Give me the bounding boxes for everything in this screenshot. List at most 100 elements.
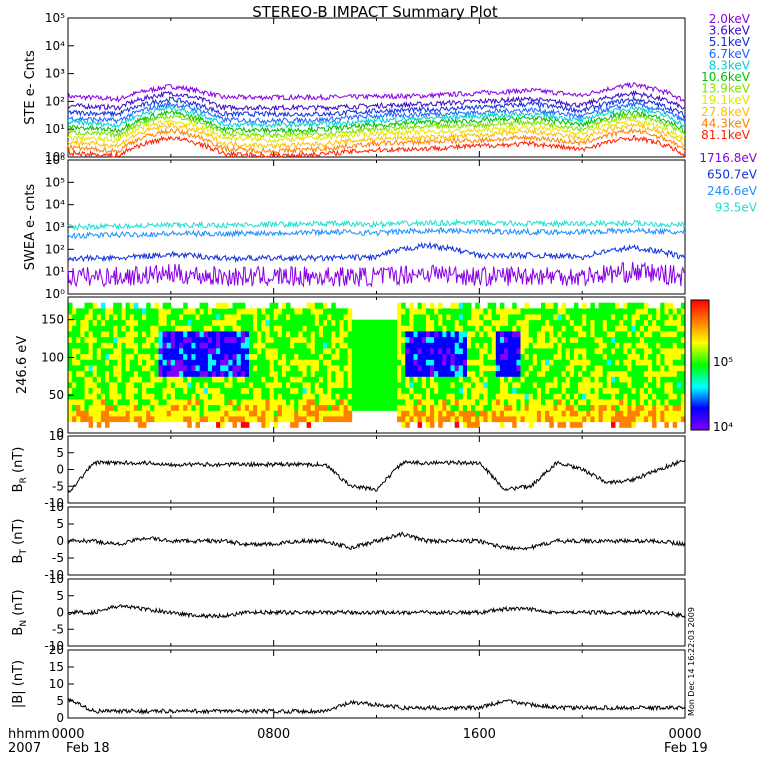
heatmap-cell <box>133 331 139 338</box>
heatmap-cell <box>582 342 587 349</box>
heatmap-cell <box>623 370 628 377</box>
heatmap-cell <box>170 382 176 389</box>
heatmap-cell <box>96 370 102 377</box>
heatmap-cell <box>298 353 303 360</box>
heatmap-cell <box>504 393 509 400</box>
heatmap-cell <box>195 308 200 315</box>
heatmap-cell <box>257 370 262 377</box>
heatmap-cell <box>290 319 295 326</box>
y-tick-label: 10² <box>45 94 65 108</box>
y-tick-label: 50 <box>49 388 64 402</box>
heatmap-cell <box>541 416 546 423</box>
heatmap-cell <box>232 382 237 389</box>
heatmap-cell <box>339 370 344 377</box>
heatmap-cell <box>191 336 196 343</box>
heatmap-cell <box>249 365 254 372</box>
heatmap-cell <box>261 353 266 360</box>
heatmap-cell <box>158 342 163 349</box>
heatmap-cell <box>471 314 476 321</box>
heatmap-cell <box>483 348 488 355</box>
heatmap-cell <box>187 399 192 406</box>
heatmap-cell <box>240 416 246 423</box>
heatmap-cell <box>212 319 217 326</box>
heatmap-cell <box>76 376 81 383</box>
heatmap-cell <box>454 376 460 383</box>
heatmap-cell <box>504 325 509 332</box>
heatmap-cell <box>166 393 172 400</box>
heatmap-cell <box>512 348 517 355</box>
heatmap-cell <box>668 416 673 423</box>
heatmap-cell <box>627 410 632 417</box>
heatmap-cell <box>393 336 398 343</box>
heatmap-cell <box>273 325 279 332</box>
heatmap-cell <box>187 353 192 360</box>
heatmap-cell <box>462 370 468 377</box>
heatmap-cell <box>380 325 386 332</box>
heatmap-cell <box>80 348 85 355</box>
heatmap-cell <box>627 382 632 389</box>
heatmap-cell <box>471 421 476 428</box>
heatmap-cell <box>68 399 73 406</box>
heatmap-cell <box>318 365 324 372</box>
heatmap-cell <box>475 331 480 338</box>
heatmap-cell <box>508 370 513 377</box>
heatmap-cell <box>376 376 381 383</box>
heatmap-cell <box>594 393 599 400</box>
heatmap-cell <box>162 319 168 326</box>
heatmap-cell <box>298 382 303 389</box>
heatmap-cell <box>409 353 414 360</box>
heatmap-cell <box>199 359 205 366</box>
heatmap-cell <box>244 331 250 338</box>
heatmap-cell <box>643 404 649 411</box>
heatmap-cell <box>318 410 324 417</box>
heatmap-cell <box>656 382 661 389</box>
heatmap-cell <box>281 319 287 326</box>
heatmap-cell <box>191 399 196 406</box>
heatmap-cell <box>335 382 340 389</box>
heatmap-cell <box>561 387 567 394</box>
heatmap-cell <box>598 336 604 343</box>
heatmap-cell <box>401 325 406 332</box>
heatmap-cell <box>220 382 225 389</box>
heatmap-cell <box>652 376 657 383</box>
y-tick-label: 20 <box>49 643 64 657</box>
heatmap-cell <box>257 387 262 394</box>
heatmap-cell <box>504 359 509 366</box>
heatmap-cell <box>648 308 653 315</box>
heatmap-cell <box>224 376 229 383</box>
heatmap-cell <box>166 399 172 406</box>
heatmap-cell <box>323 359 328 366</box>
plot-title: STEREO-B IMPACT Summary Plot <box>252 3 498 21</box>
heatmap-cell <box>417 314 423 321</box>
heatmap-cell <box>273 387 279 394</box>
heatmap-cell <box>483 331 488 338</box>
heatmap-cell <box>611 302 616 309</box>
heatmap-cell <box>606 348 612 355</box>
heatmap-cell <box>355 399 361 406</box>
heatmap-cell <box>462 319 468 326</box>
heatmap-cell <box>487 416 493 423</box>
heatmap-cell <box>281 314 287 321</box>
y-tick-label: -5 <box>52 479 64 493</box>
heatmap-cell <box>520 393 525 400</box>
heatmap-cell <box>306 348 312 355</box>
heatmap-cell <box>117 365 122 372</box>
heatmap-cell <box>281 416 287 423</box>
heatmap-cell <box>232 314 237 321</box>
heatmap-cell <box>146 416 151 423</box>
heatmap-cell <box>454 308 460 315</box>
heatmap-cell <box>582 325 587 332</box>
bn-ylabel: BN (nT) <box>11 589 29 635</box>
heatmap-cell <box>582 302 587 309</box>
heatmap-cell <box>602 348 608 355</box>
heatmap-cell <box>212 376 217 383</box>
heatmap-cell <box>199 314 205 321</box>
heatmap-cell <box>121 393 126 400</box>
heatmap-cell <box>220 319 225 326</box>
heatmap-cell <box>281 353 287 360</box>
heatmap-cell <box>154 393 159 400</box>
heatmap-cell <box>327 382 332 389</box>
heatmap-cell <box>281 331 287 338</box>
heatmap-cell <box>627 325 632 332</box>
heatmap-cell <box>191 393 196 400</box>
